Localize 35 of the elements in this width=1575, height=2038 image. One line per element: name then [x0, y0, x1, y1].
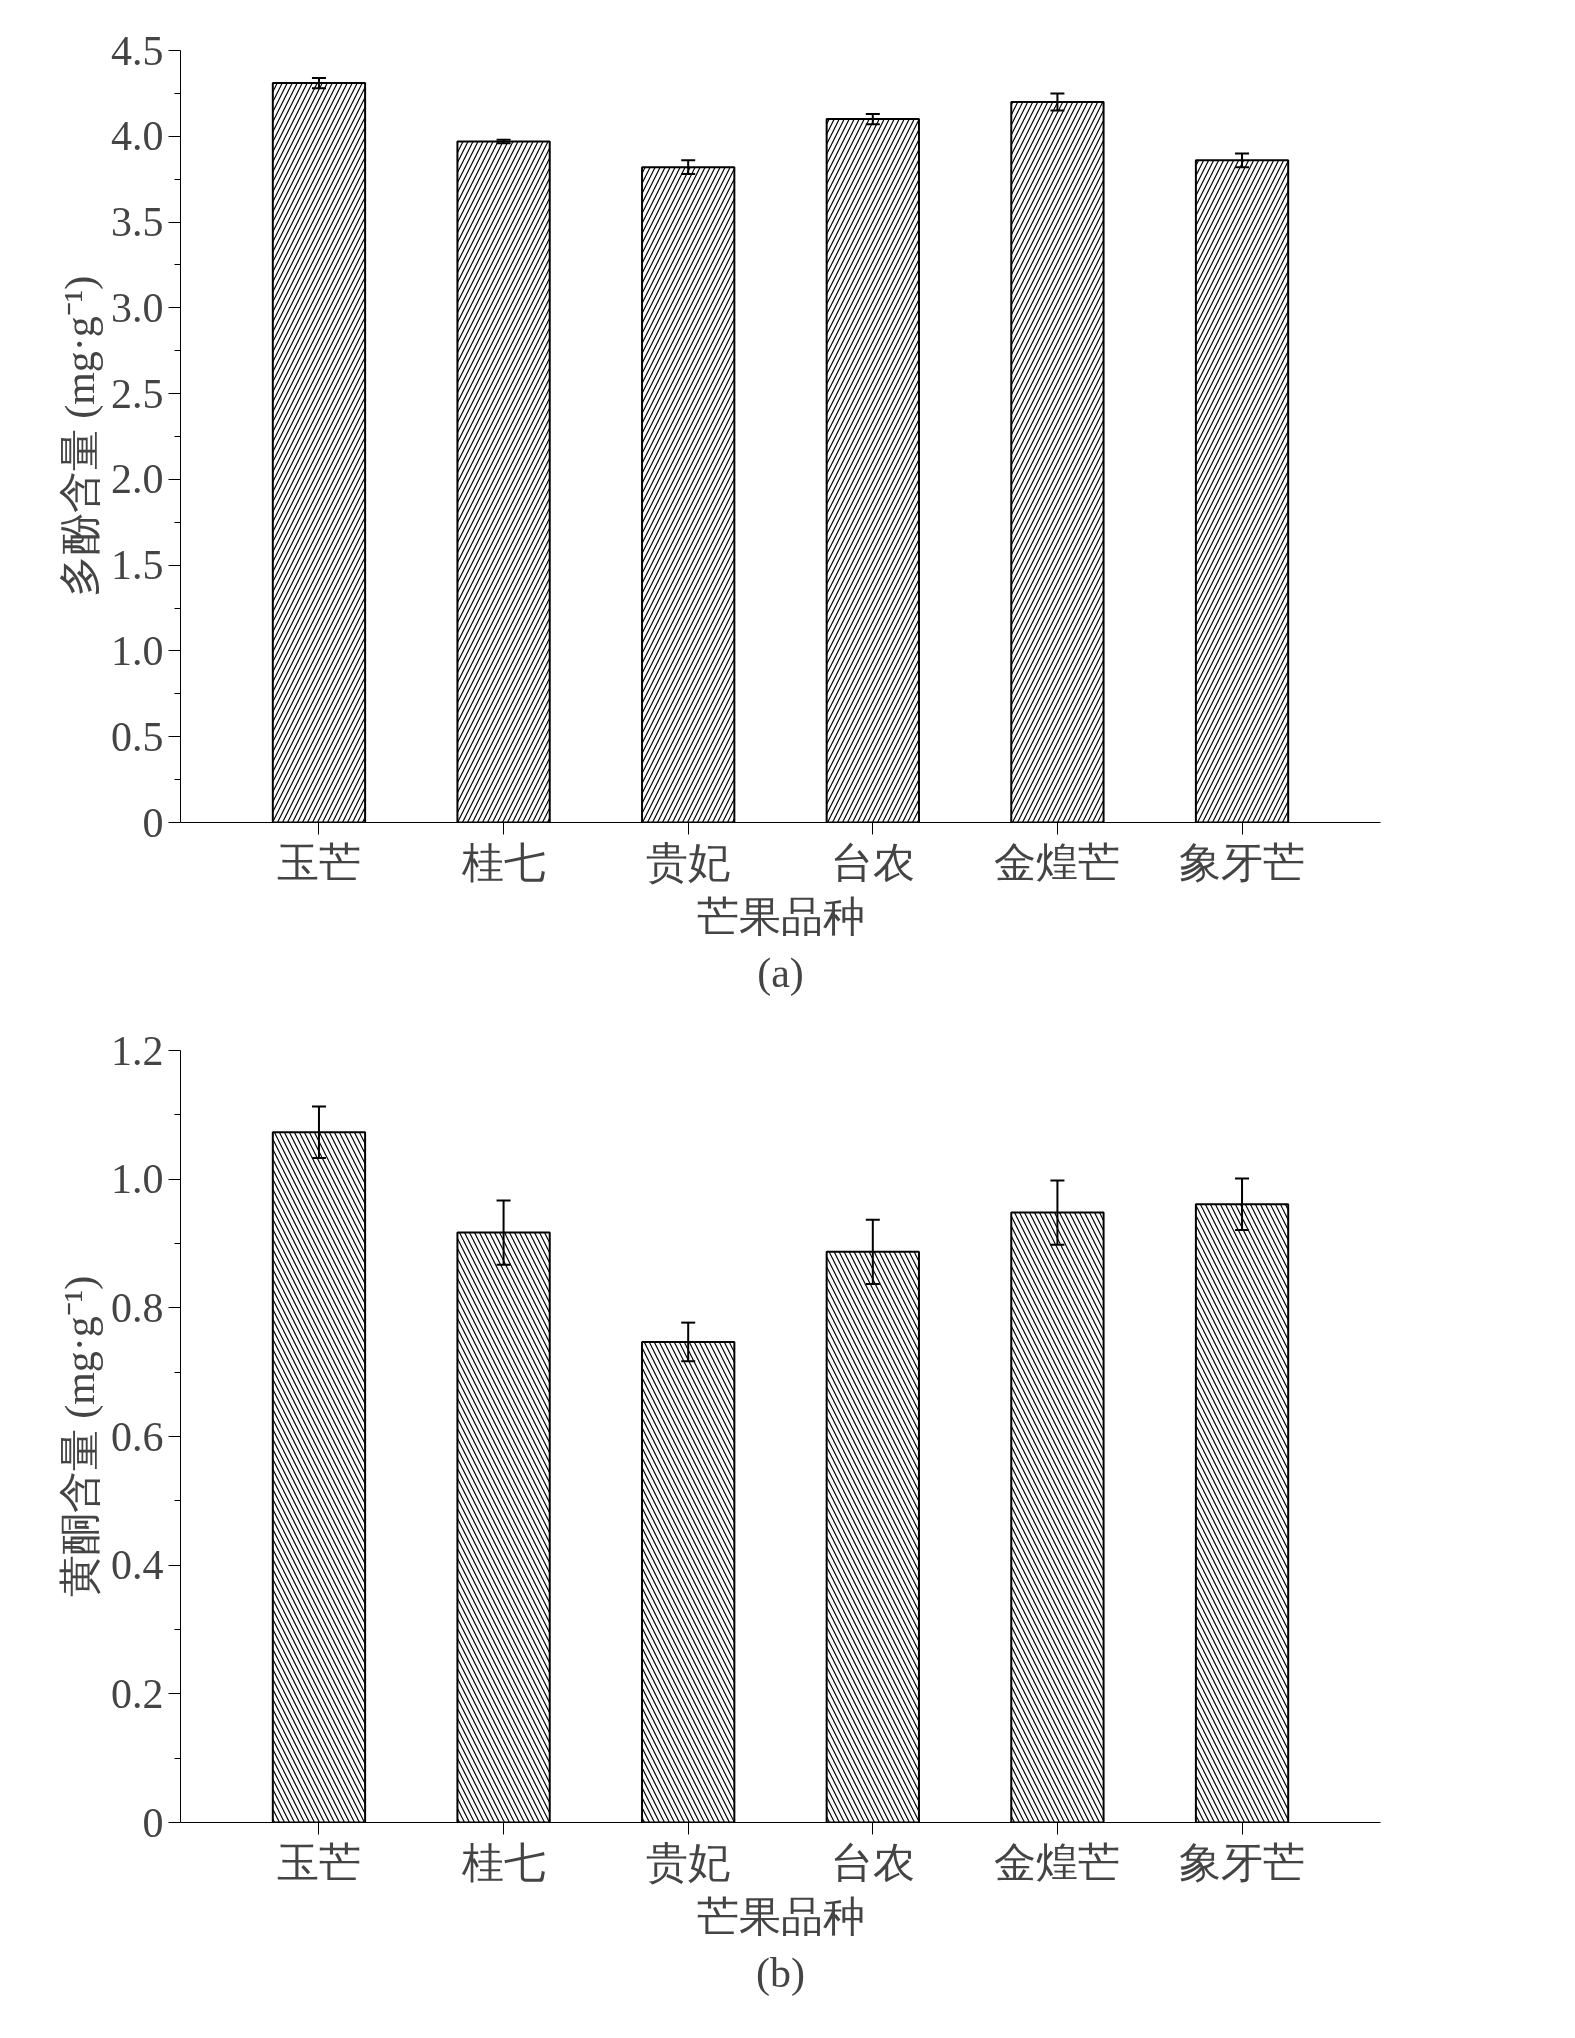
- y-tick-label: 1.0: [111, 627, 164, 674]
- y-tick-label: 2.5: [111, 370, 164, 417]
- x-tick-label: 玉芒: [276, 1839, 361, 1886]
- y-axis-title: 多酚含量 (mg·g⁻¹): [57, 275, 104, 598]
- y-tick-label: 0.2: [111, 1670, 164, 1717]
- y-tick-label: 0.4: [111, 1542, 164, 1589]
- x-tick-label: 贵妃: [646, 839, 731, 886]
- x-axis-title: 芒果品种: [696, 893, 865, 940]
- y-tick-label: 0: [142, 799, 164, 846]
- x-tick-label: 金煌芒: [994, 839, 1121, 886]
- x-tick-label: 象牙芒: [1179, 1839, 1306, 1886]
- x-tick-label: 台农: [830, 1839, 915, 1886]
- y-tick-label: 2.0: [111, 456, 164, 503]
- y-tick-label: 3.5: [111, 199, 164, 246]
- text: (b): [756, 1949, 805, 1997]
- y-tick-label: 1.2: [111, 1027, 164, 1074]
- y-axis-title: 黄酮含量 (mg·g⁻¹): [57, 1275, 104, 1598]
- y-tick-label: 0.8: [111, 1284, 164, 1331]
- y-tick-label: 1.0: [111, 1156, 164, 1203]
- y-tick-label: 3.0: [111, 284, 164, 331]
- x-tick-label: 金煌芒: [994, 1839, 1121, 1886]
- y-tick-label: 4.0: [111, 113, 164, 160]
- y-tick-label: 0: [142, 1799, 164, 1846]
- y-tick-label: 0.5: [111, 713, 164, 760]
- x-tick-label: 玉芒: [276, 839, 361, 886]
- y-tick-label: 0.6: [111, 1413, 164, 1460]
- x-tick-label: 桂七: [460, 1839, 546, 1886]
- x-tick-label: 桂七: [460, 839, 546, 886]
- text: (a): [757, 949, 804, 997]
- x-axis-title: 芒果品种: [696, 1893, 865, 1940]
- y-tick-label: 4.5: [111, 27, 164, 74]
- x-tick-label: 台农: [830, 839, 915, 886]
- x-tick-label: 象牙芒: [1179, 839, 1306, 886]
- x-tick-label: 贵妃: [646, 1839, 731, 1886]
- y-tick-label: 1.5: [111, 542, 164, 589]
